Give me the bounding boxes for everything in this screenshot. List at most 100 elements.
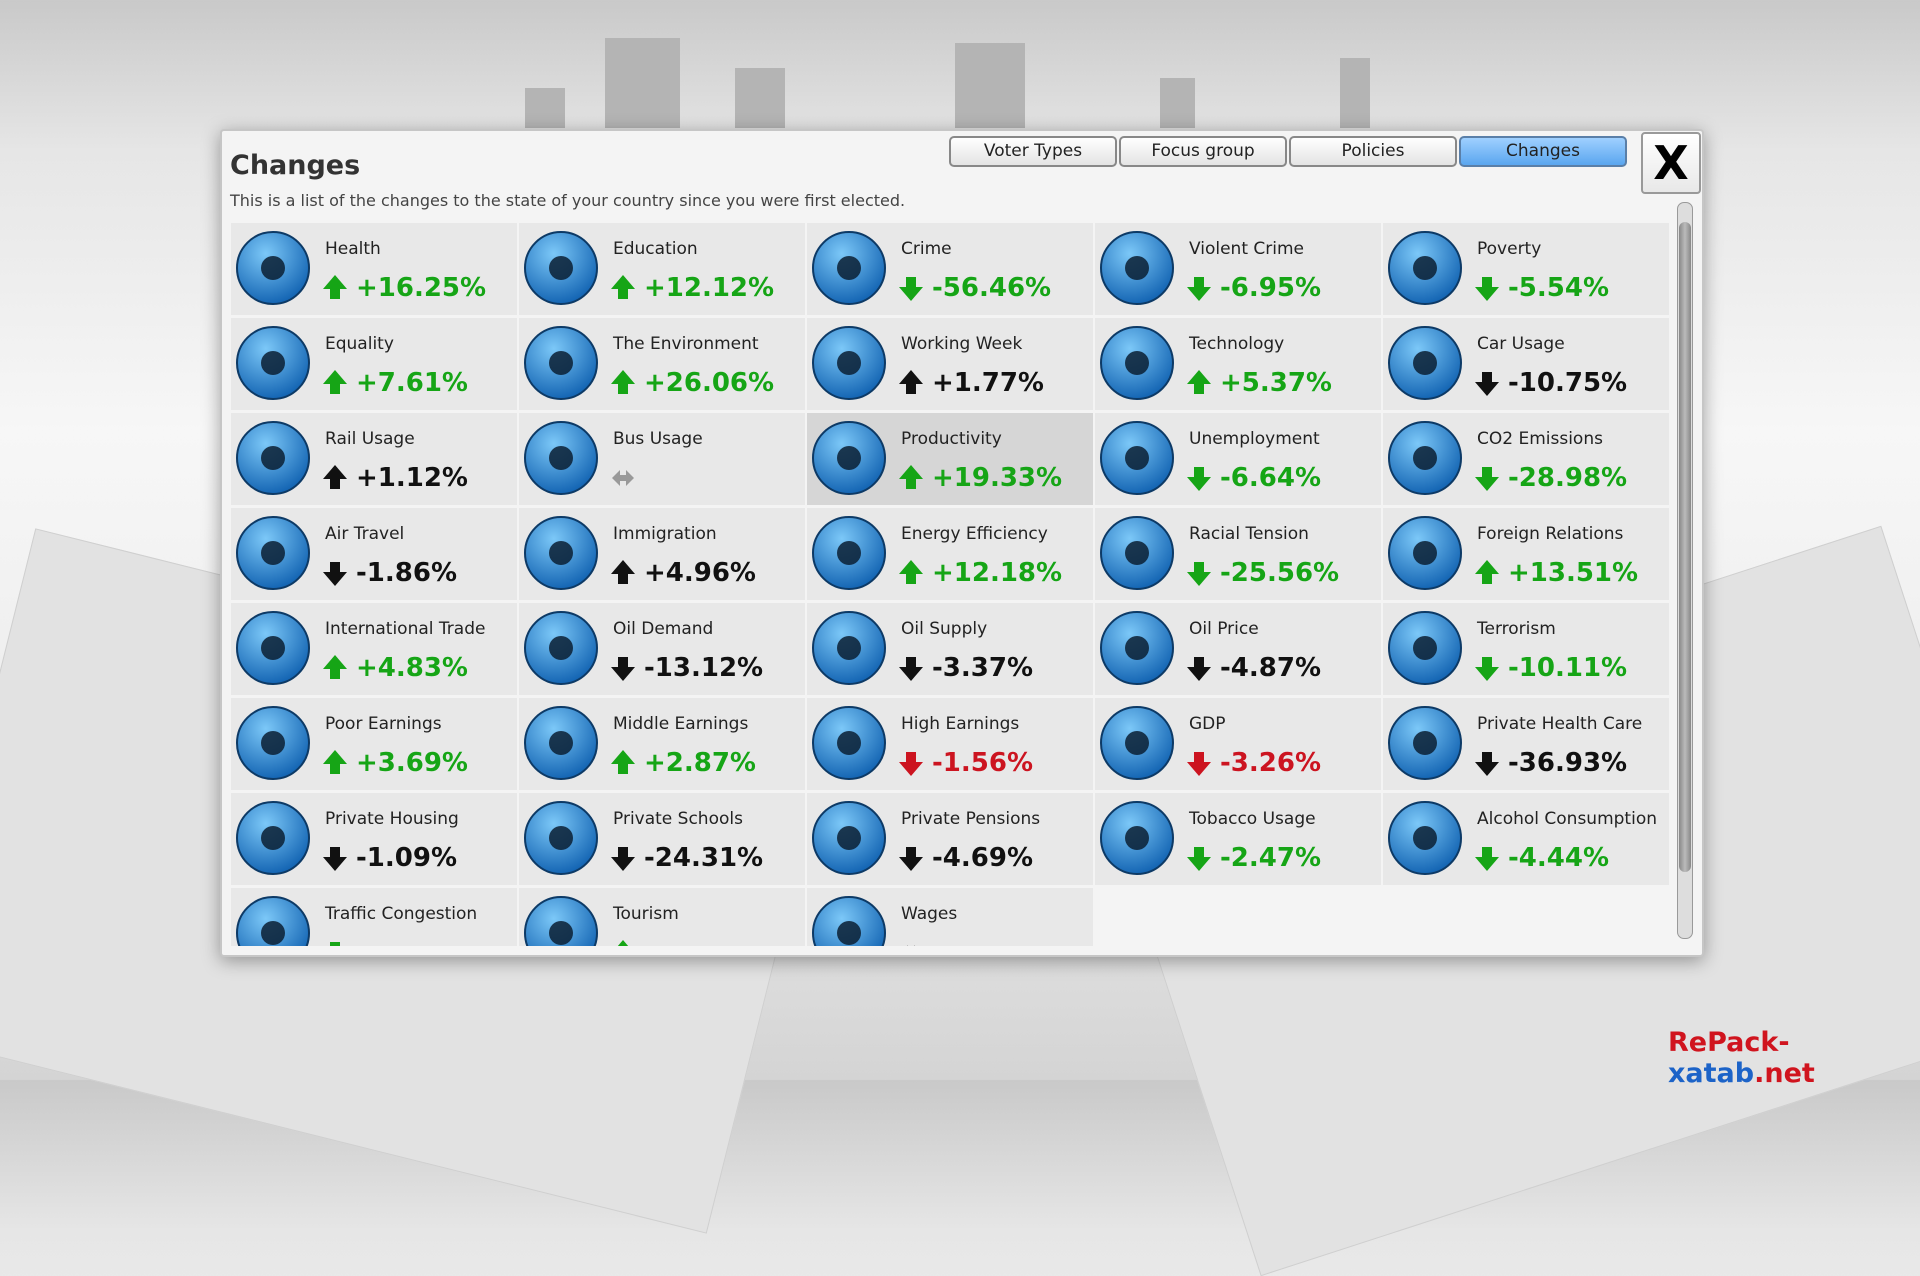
icon-glyph (1413, 446, 1437, 470)
change-cell[interactable]: Private Housing -1.09% (231, 793, 517, 885)
panel-title: Changes (230, 150, 361, 181)
change-cell[interactable]: High Earnings -1.56% (807, 698, 1093, 790)
icon-glyph (837, 351, 861, 375)
trend-arrow (899, 560, 923, 584)
cell-graphics (812, 611, 923, 685)
trend-arrow (1187, 752, 1211, 776)
tab[interactable]: Policies (1289, 136, 1457, 167)
change-cell[interactable]: Technology +5.37% (1095, 318, 1381, 410)
trend-arrow (611, 370, 635, 394)
cell-change: -10.75% (1508, 368, 1628, 398)
change-cell[interactable]: Private Schools -24.31% (519, 793, 805, 885)
change-cell[interactable]: Bus Usage (519, 413, 805, 505)
icon-glyph (549, 636, 573, 660)
trend-arrow (323, 465, 347, 489)
change-cell[interactable]: Poverty -5.54% (1383, 223, 1669, 315)
trend-arrow (323, 750, 347, 774)
cell-label: Oil Demand (613, 619, 714, 639)
change-cell[interactable]: Rail Usage +1.12% (231, 413, 517, 505)
cell-label: Rail Usage (325, 429, 415, 449)
change-cell[interactable]: Immigration +4.96% (519, 508, 805, 600)
cell-label: Terrorism (1477, 619, 1556, 639)
cell-label: Poor Earnings (325, 714, 442, 734)
change-cell[interactable]: Private Health Care -36.93% (1383, 698, 1669, 790)
cell-change: -3.37% (932, 653, 1033, 683)
cell-change: -56.46% (932, 273, 1052, 303)
cell-label: Private Housing (325, 809, 459, 829)
change-cell[interactable]: Crime -56.46% (807, 223, 1093, 315)
change-cell[interactable]: Racial Tension -25.56% (1095, 508, 1381, 600)
cell-change: +2.87% (644, 748, 756, 778)
cell-label: CO2 Emissions (1477, 429, 1603, 449)
change-cell[interactable]: Foreign Relations +13.51% (1383, 508, 1669, 600)
change-cell[interactable]: Energy Efficiency +12.18% (807, 508, 1093, 600)
trend-arrow (899, 370, 923, 394)
trend-arrow (1187, 467, 1211, 491)
cell-label: International Trade (325, 619, 486, 639)
cell-label: Private Pensions (901, 809, 1041, 829)
change-cell[interactable]: Unemployment -6.64% (1095, 413, 1381, 505)
tab[interactable]: Voter Types (949, 136, 1117, 167)
change-cell[interactable]: Oil Demand -13.12% (519, 603, 805, 695)
change-cell[interactable]: CO2 Emissions -28.98% (1383, 413, 1669, 505)
panel-description: This is a list of the changes to the sta… (230, 191, 906, 210)
change-cell[interactable]: Education +12.12% (519, 223, 805, 315)
change-cell[interactable]: Air Travel -1.86% (231, 508, 517, 600)
cell-graphics (1100, 231, 1211, 305)
cell-change: +12.12% (644, 273, 775, 303)
change-cell[interactable]: Violent Crime -6.95% (1095, 223, 1381, 315)
cell-change: -36.93% (1508, 748, 1628, 778)
cell-change: +4.83% (356, 653, 468, 683)
skyline (735, 68, 785, 128)
cell-label: Education (613, 239, 698, 259)
icon-glyph (1125, 541, 1149, 565)
cell-change: -1.56% (932, 748, 1033, 778)
change-cell[interactable]: Tobacco Usage -2.47% (1095, 793, 1381, 885)
change-cell[interactable]: Productivity +19.33% (807, 413, 1093, 505)
change-cell[interactable]: Tourism (519, 888, 805, 946)
change-cell[interactable]: International Trade +4.83% (231, 603, 517, 695)
trend-arrow (899, 847, 923, 871)
trend-arrow (323, 275, 347, 299)
change-cell[interactable]: Oil Price -4.87% (1095, 603, 1381, 695)
change-cell[interactable]: Private Pensions -4.69% (807, 793, 1093, 885)
cell-graphics (1100, 326, 1211, 400)
icon-glyph (1125, 731, 1149, 755)
change-cell[interactable]: Terrorism -10.11% (1383, 603, 1669, 695)
cell-change: +4.96% (644, 558, 756, 588)
change-cell[interactable]: The Environment +26.06% (519, 318, 805, 410)
change-cell[interactable]: Health +16.25% (231, 223, 517, 315)
icon-glyph (1413, 826, 1437, 850)
cell-label: Private Health Care (1477, 714, 1643, 734)
cell-graphics (812, 896, 915, 946)
change-cell[interactable]: Oil Supply -3.37% (807, 603, 1093, 695)
cell-graphics (1100, 516, 1211, 590)
cell-graphics (1100, 801, 1211, 875)
cell-label: Bus Usage (613, 429, 703, 449)
cell-label: Alcohol Consumption (1477, 809, 1657, 829)
cell-label: Car Usage (1477, 334, 1565, 354)
cell-label: Equality (325, 334, 394, 354)
change-cell[interactable]: Middle Earnings +2.87% (519, 698, 805, 790)
change-cell[interactable]: Equality +7.61% (231, 318, 517, 410)
cell-label: Racial Tension (1189, 524, 1309, 544)
trend-arrow (611, 275, 635, 299)
cell-change: -3.26% (1220, 748, 1321, 778)
cell-graphics (812, 516, 923, 590)
trend-arrow (1187, 370, 1211, 394)
change-cell[interactable]: Alcohol Consumption -4.44% (1383, 793, 1669, 885)
change-cell[interactable]: Car Usage -10.75% (1383, 318, 1669, 410)
tab[interactable]: Focus group (1119, 136, 1287, 167)
change-cell[interactable]: Wages (807, 888, 1093, 946)
change-cell[interactable]: GDP -3.26% (1095, 698, 1381, 790)
change-cell[interactable]: Poor Earnings +3.69% (231, 698, 517, 790)
close-button[interactable]: X (1641, 132, 1701, 194)
tab[interactable]: Changes (1459, 136, 1627, 167)
cell-label: Wages (901, 904, 958, 924)
scroll-thumb[interactable] (1679, 222, 1691, 872)
change-cell[interactable]: Traffic Congestion (231, 888, 517, 946)
change-cell[interactable]: Working Week +1.77% (807, 318, 1093, 410)
icon-glyph (549, 921, 573, 945)
trend-arrow (323, 655, 347, 679)
trend-arrow (899, 465, 923, 489)
